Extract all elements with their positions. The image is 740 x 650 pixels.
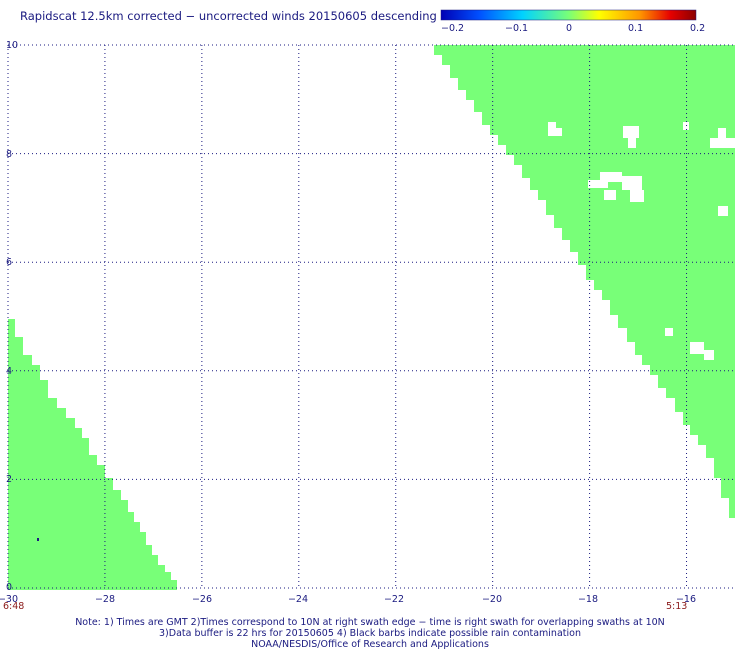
wind-barb: [37, 538, 39, 541]
data-gap: [548, 122, 556, 136]
data-gap: [710, 138, 735, 148]
y-tick-label: 0: [6, 582, 12, 593]
note-line-3: NOAA/NESDIS/Office of Research and Appli…: [251, 639, 489, 650]
note-line-2: 3)Data buffer is 22 hrs for 20150605 4) …: [159, 628, 581, 639]
x-tick-label: −28: [95, 594, 115, 605]
colorbar-label: −0.1: [505, 23, 528, 34]
data-gap: [704, 350, 714, 360]
swath-layer: [8, 45, 735, 590]
map-title: Rapidscat 12.5km corrected − uncorrected…: [20, 9, 437, 23]
colorbar: −0.2 −0.1 0 0.1 0.2: [440, 9, 705, 34]
colorbar-gradient: [440, 9, 697, 21]
left-swath-time: 6:48: [3, 601, 24, 612]
colorbar-label: 0: [566, 23, 572, 34]
data-gap: [690, 342, 704, 354]
data-gap: [630, 190, 644, 202]
data-gap: [622, 176, 642, 190]
data-gap: [628, 138, 636, 148]
axis-ticks: −30 −28 −26 −24 −22 −20 −18 −16 0 2 4 6 …: [0, 40, 696, 612]
data-gap: [600, 172, 622, 182]
colorbar-label: 0.2: [690, 23, 705, 34]
grid: [7, 44, 735, 589]
y-tick-label: 6: [6, 257, 12, 268]
x-tick-label: −26: [192, 594, 212, 605]
x-tick-label: −18: [578, 594, 598, 605]
data-gap: [683, 122, 689, 130]
right-swath-region: [434, 45, 735, 518]
right-swath-time: 5:13: [666, 601, 687, 612]
colorbar-label: 0.1: [628, 23, 643, 34]
x-tick-label: −22: [384, 594, 404, 605]
data-gap: [665, 328, 673, 336]
data-gap: [556, 128, 562, 136]
data-gap: [718, 206, 728, 216]
x-tick-label: −30: [0, 594, 18, 605]
left-swath-region: [8, 319, 177, 590]
y-tick-label: 4: [6, 366, 12, 377]
note-line-1: Note: 1) Times are GMT 2)Times correspon…: [75, 617, 665, 628]
data-gap: [623, 126, 639, 138]
data-gap: [604, 190, 616, 200]
x-tick-label: −20: [482, 594, 502, 605]
y-tick-label: 8: [6, 149, 12, 160]
x-tick-label: −24: [288, 594, 308, 605]
y-tick-label: 2: [6, 474, 12, 485]
colorbar-label: −0.2: [441, 23, 464, 34]
data-gap: [588, 180, 608, 188]
y-tick-label: 10: [6, 40, 18, 51]
data-gap: [718, 128, 726, 138]
x-tick-label: −16: [676, 594, 696, 605]
